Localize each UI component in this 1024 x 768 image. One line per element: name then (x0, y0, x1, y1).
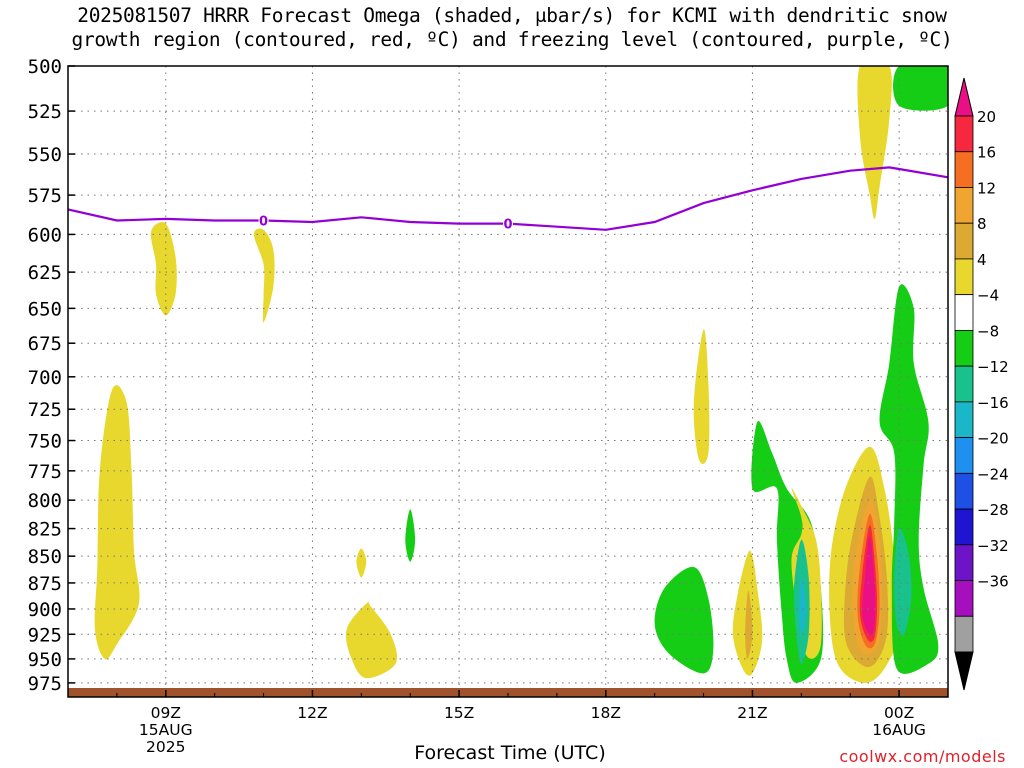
omega-region-8 (654, 566, 714, 674)
colorbar-swatch (954, 115, 974, 153)
y-tick-label: 775 (28, 461, 62, 483)
colorbar-label: −36 (977, 573, 1009, 591)
x-tick-label: 21Z (737, 704, 767, 722)
y-tick-label: 500 (28, 56, 62, 78)
y-tick-label: 900 (28, 599, 62, 621)
colorbar-label: 4 (977, 251, 987, 269)
omega-region-5 (405, 509, 416, 562)
y-tick-label: 675 (28, 333, 62, 355)
y-tick-label: 800 (28, 490, 62, 512)
freezing-label-bg (503, 217, 513, 230)
freezing-level-line (67, 166, 949, 231)
freezing-level-label: 0 (503, 218, 512, 233)
omega-shading (94, 66, 948, 683)
colorbar-swatch (954, 258, 974, 296)
colorbar-label: −20 (977, 430, 1009, 448)
colorbar-swatch (954, 544, 974, 581)
colorbar-swatch (954, 329, 974, 367)
omega-region-0 (150, 222, 177, 316)
colorbar-label: 20 (977, 108, 996, 126)
freezing-level-label: 0 (259, 214, 268, 229)
colorbar-label: −24 (977, 465, 1009, 483)
y-tick-label: 650 (28, 298, 62, 320)
colorbar-swatch (954, 508, 974, 546)
x-tick-label: 15AUG (139, 721, 193, 739)
y-tick-label: 750 (28, 431, 62, 453)
y-tick-label: 600 (28, 224, 62, 246)
colorbar-swatch (954, 580, 974, 617)
freezing-label-bg (258, 214, 269, 227)
credit-text: coolwx.com/models (839, 747, 1006, 766)
colorbar-label: 12 (977, 179, 996, 197)
grid-lines (68, 65, 948, 697)
omega-region-13 (798, 577, 807, 635)
omega-region-20 (857, 66, 892, 219)
colorbar-swatch (954, 222, 974, 260)
colorbar-swatch (954, 151, 974, 188)
x-tick-label: 12Z (297, 704, 327, 722)
omega-region-3 (356, 548, 367, 578)
omega-region-9 (693, 329, 710, 464)
colorbar-label: −16 (977, 394, 1009, 412)
omega-region-19 (862, 536, 876, 636)
colorbar-swatch (954, 401, 974, 439)
colorbar-swatch (954, 615, 974, 653)
colorbar-swatch (954, 472, 974, 510)
omega-region-2 (94, 385, 140, 660)
y-tick-label: 525 (28, 101, 62, 123)
colorbar-swatch (954, 437, 974, 474)
colorbar-swatch (954, 365, 974, 403)
y-tick-label: 550 (28, 144, 62, 166)
y-tick-label: 625 (28, 262, 62, 284)
colorbar-label: −28 (977, 501, 1009, 519)
y-axis: 500 525 550 575 600 625 650 675 700 725 750 775 800 8… (28, 56, 75, 695)
colorbar-swatch (954, 294, 974, 331)
y-tick-label: 575 (28, 185, 62, 207)
colorbar-label: −32 (977, 537, 1009, 555)
colorbar-label: 8 (977, 215, 987, 233)
y-tick-label: 975 (28, 673, 62, 695)
omega-region-11 (745, 590, 753, 659)
colorbar-label: 16 (977, 144, 996, 162)
x-tick-label: 18Z (591, 704, 621, 722)
y-tick-label: 825 (28, 519, 62, 541)
y-tick-label: 725 (28, 399, 62, 421)
colorbar-top-arrow (954, 77, 974, 117)
colorbar-label: −8 (977, 322, 999, 340)
omega-region-1 (253, 228, 275, 323)
y-tick-label: 950 (28, 649, 62, 671)
x-tick-label: 15Z (444, 704, 474, 722)
y-tick-label: 925 (28, 624, 62, 646)
x-tick-label: 00Z (884, 704, 914, 722)
omega-region-4 (345, 601, 398, 679)
x-tick-label: 09Z (151, 704, 181, 722)
x-tick-label: 16AUG (872, 721, 926, 739)
surface-ground (68, 688, 948, 697)
x-tick-label: 2025 (146, 738, 185, 756)
colorbar-label: −4 (977, 287, 999, 305)
chart-title: 2025081507 HRRR Forecast Omega (shaded, … (71, 4, 953, 51)
omega-region-22 (879, 284, 939, 674)
y-tick-label: 700 (28, 367, 62, 389)
omega-region-21 (893, 66, 948, 111)
colorbar-label: −12 (977, 358, 1009, 376)
colorbar-swatch (954, 187, 974, 224)
colorbar-bottom-arrow (954, 651, 974, 691)
x-axis-label: Forecast Time (UTC) (414, 742, 606, 764)
y-tick-label: 850 (28, 546, 62, 568)
y-tick-label: 875 (28, 573, 62, 595)
surface-strip (68, 688, 948, 697)
colorbar: 20 16 12 8 4 −4 −8 −12 −16 −20 −24 −28 −32 −36 (954, 77, 1009, 691)
